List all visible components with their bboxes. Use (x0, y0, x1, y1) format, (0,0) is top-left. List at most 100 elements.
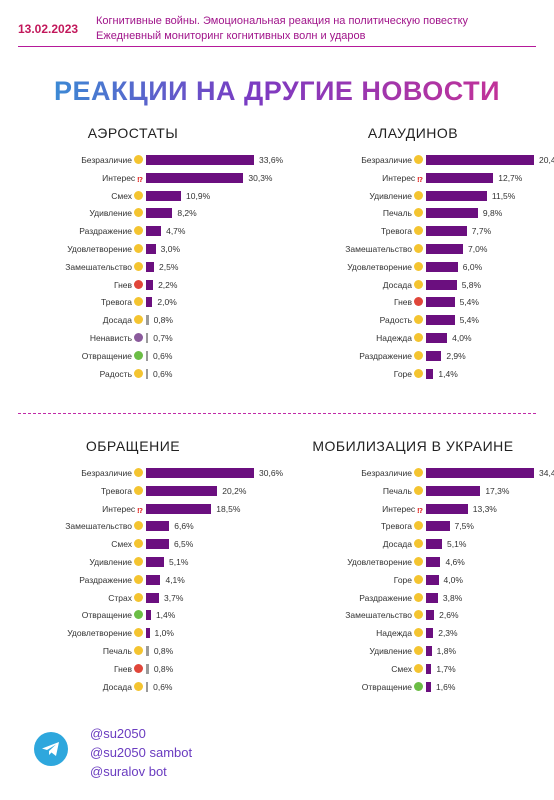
header: 13.02.2023 Когнитивные войны. Эмоциональ… (0, 0, 554, 48)
value-label: 5,1% (447, 539, 467, 550)
emoji-icon (134, 208, 143, 218)
interest-mark-icon: ⁉ (137, 176, 143, 184)
bar-row: Печаль 17,3% (288, 484, 548, 498)
interest-mark-icon: ⁉ (137, 507, 143, 515)
category-text: Горе (393, 574, 412, 585)
emoji-icon (134, 521, 143, 531)
value-label: 2,6% (439, 610, 459, 621)
category-label: Страх (108, 591, 143, 605)
chart-panel-appeal: ОБРАЩЕНИЕ Безразличие 30,6% Тревога 20,2% Ин… (8, 438, 283, 698)
handle-link[interactable]: @suralov bot (90, 764, 167, 779)
category-label: Безразличие (81, 153, 143, 167)
bar (146, 261, 155, 272)
category-label: Горе (394, 367, 423, 381)
category-text: Горе (393, 368, 412, 379)
category-label: Безразличие (361, 153, 423, 167)
category-label: Удивление (89, 555, 143, 569)
emoji-icon (414, 468, 423, 477)
category-label: Интерес ⁉ (382, 171, 423, 185)
value-label: 0,7% (153, 333, 173, 343)
emoji-icon (134, 539, 143, 549)
category-text: Печаль (382, 208, 412, 219)
emoji-icon (134, 226, 143, 236)
value-label: 2,9% (446, 350, 466, 361)
bar-row: Гнев 2,2% (8, 278, 268, 292)
bar-row: Раздражение 3,8% (288, 591, 548, 605)
category-label: Тревога (101, 484, 143, 498)
report-date: 13.02.2023 (18, 22, 79, 36)
category-text: Отвращение (81, 610, 132, 621)
value-label: 5,4% (459, 315, 479, 326)
bar (426, 315, 455, 326)
bar-row: Гнев 0,8% (8, 662, 268, 676)
bar-row: Удовлетворение 6,0% (288, 260, 548, 274)
value-label: 13,3% (472, 503, 497, 514)
bar (146, 503, 212, 514)
value-label: 18,5% (216, 503, 241, 514)
value-label: 11,5% (491, 190, 516, 201)
emoji-icon (414, 610, 423, 620)
value-label: 5,1% (169, 557, 189, 567)
emoji-icon (414, 190, 423, 200)
bar-row: Удовлетворение 3,0% (8, 242, 268, 256)
category-text: Печаль (382, 485, 412, 496)
bar (426, 333, 448, 343)
category-label: Безразличие (361, 466, 423, 480)
value-label: 1,4% (155, 610, 176, 621)
bar-row: Замешательство 6,6% (8, 519, 268, 533)
category-label: Гнев (114, 278, 143, 292)
bar (146, 681, 149, 692)
chart-title: ОБРАЩЕНИЕ (85, 438, 181, 454)
category-label: Удовлетворение (67, 242, 143, 256)
bar (146, 297, 153, 308)
category-label: Интерес ⁉ (102, 171, 143, 185)
emoji-icon (414, 557, 423, 566)
bar-row: Раздражение 2,9% (288, 349, 548, 363)
category-text: Удовлетворение (67, 244, 132, 254)
value-label: 20,2% (222, 485, 247, 496)
value-label: 12,7% (498, 172, 523, 183)
emoji-icon (134, 155, 143, 164)
telegram-icon[interactable] (34, 732, 68, 766)
bar-row: Страх 3,7% (8, 591, 268, 605)
bar (426, 681, 432, 692)
emoji-icon (414, 368, 423, 378)
bar (146, 539, 169, 550)
bar-row: Радость 5,4% (288, 313, 548, 327)
bar (426, 208, 478, 219)
bar (426, 574, 439, 585)
category-text: Досада (382, 279, 412, 290)
category-label: Отвращение (362, 680, 423, 694)
category-text: Надежда (376, 628, 412, 639)
value-label: 2,3% (438, 628, 458, 639)
emoji-icon (134, 279, 143, 289)
bar (426, 190, 487, 201)
emoji-icon (134, 315, 143, 325)
bar-row: Удовлетворение 4,6% (288, 555, 548, 569)
bar-row: Замешательство 7,0% (288, 242, 548, 256)
value-label: 7,0% (468, 244, 488, 254)
bar-row: Смех 6,5% (8, 537, 268, 551)
category-text: Досада (102, 681, 132, 692)
bar (426, 485, 481, 496)
value-label: 0,6% (153, 368, 173, 379)
category-text: Раздражение (79, 226, 132, 237)
bar (426, 628, 434, 639)
handle-link[interactable]: @su2050 sambot (90, 745, 193, 760)
value-label: 2,5% (159, 261, 179, 272)
value-label: 0,8% (153, 646, 174, 656)
category-label: Удивление (369, 189, 423, 203)
handle-link[interactable]: @su2050 (90, 726, 146, 741)
category-label: Печаль (383, 484, 423, 498)
bar-row: Интерес ⁉ 30,3% (8, 171, 273, 185)
category-text: Отвращение (361, 681, 412, 692)
emoji-icon (134, 557, 143, 566)
value-label: 4,7% (166, 226, 186, 237)
section-divider (18, 413, 536, 414)
chart-title: АЭРОСТАТЫ (87, 125, 179, 141)
bar-row: Безразличие 30,6% (8, 466, 283, 480)
value-label: 4,1% (165, 574, 185, 585)
category-label: Удовлетворение (67, 626, 143, 640)
bar-row: Отвращение 1,6% (288, 680, 548, 694)
category-text: Тревога (381, 226, 412, 237)
